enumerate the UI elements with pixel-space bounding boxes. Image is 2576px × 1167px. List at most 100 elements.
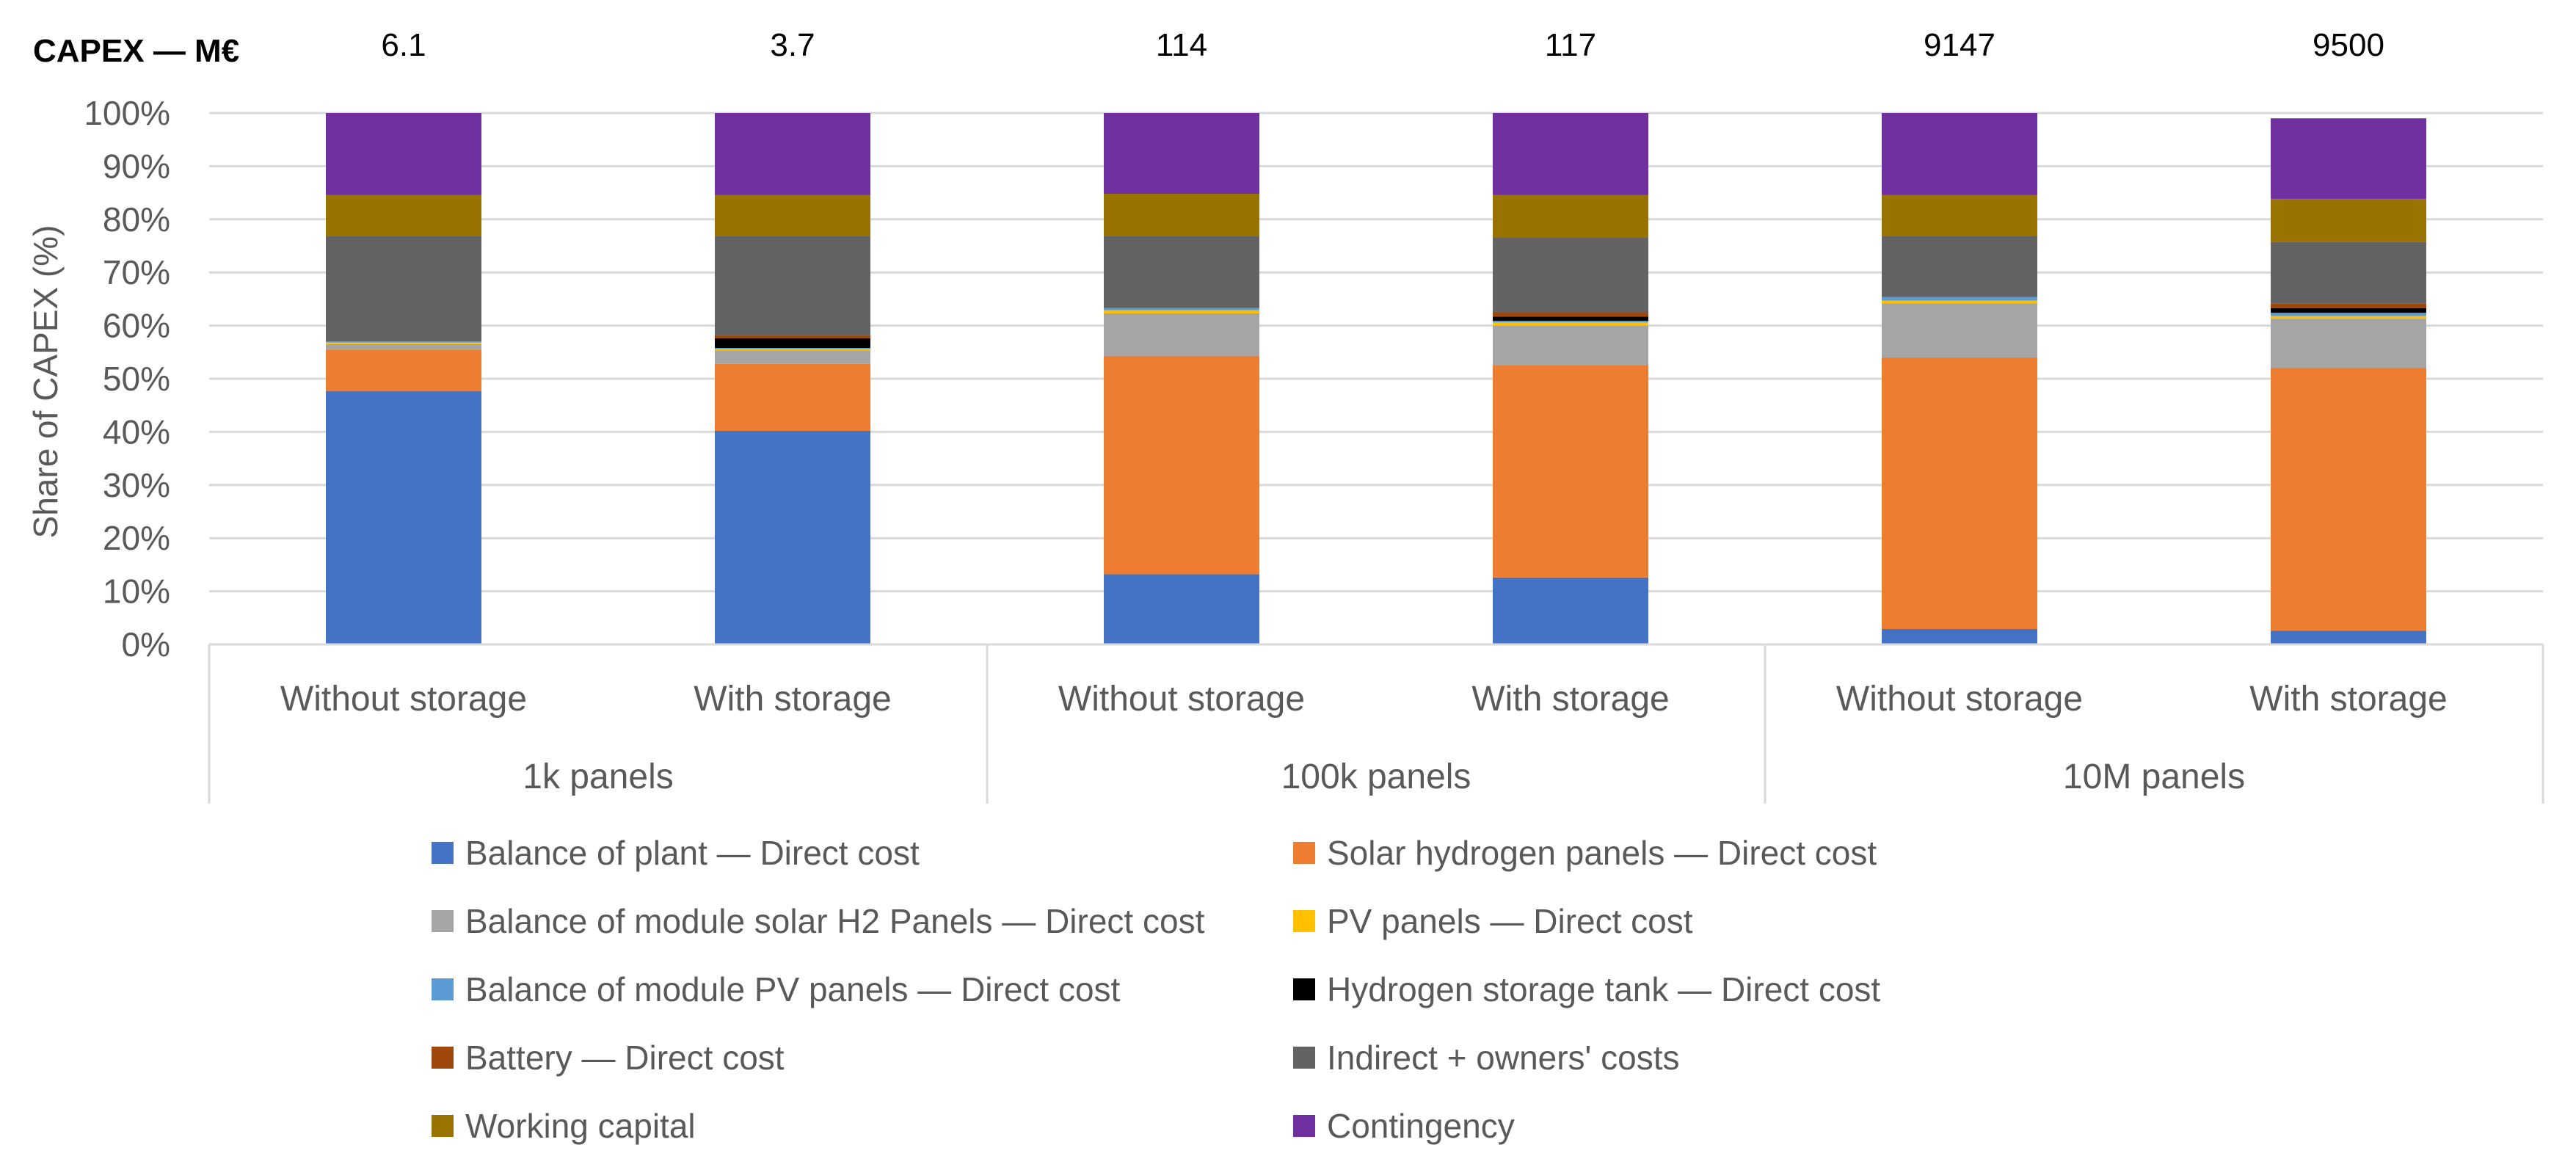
legend-label: Balance of plant — Direct cost	[465, 834, 920, 872]
bar-segment	[1493, 577, 1648, 644]
capex-total-label: 3.7	[770, 27, 815, 63]
bar-segment	[1882, 194, 2037, 236]
bar-segment	[326, 113, 481, 195]
bar-segment	[2271, 630, 2426, 644]
capex-total-label: 9500	[2313, 27, 2384, 63]
bar-segment	[1882, 629, 2037, 644]
bar-segment	[2271, 319, 2426, 368]
y-tick-label: 100%	[84, 94, 170, 132]
capex-total-label: 9147	[1924, 27, 1995, 63]
bar-segment	[715, 350, 870, 364]
legend-label: Hydrogen storage tank — Direct cost	[1327, 970, 1880, 1008]
legend-swatch	[1293, 1115, 1315, 1137]
bar-segment	[1493, 312, 1648, 317]
group-label: 100k panels	[1281, 757, 1471, 796]
bar-segment	[326, 342, 481, 344]
legend-swatch	[432, 1115, 454, 1137]
legend-swatch	[432, 1047, 454, 1069]
y-tick-label: 60%	[103, 307, 170, 345]
legend-label: Working capital	[465, 1107, 696, 1145]
category-label: Without storage	[280, 680, 527, 719]
legend-swatch	[432, 978, 454, 1000]
bar-segment	[1104, 574, 1259, 644]
legend-label: Solar hydrogen panels — Direct cost	[1327, 834, 1877, 872]
category-label: Without storage	[1058, 680, 1305, 719]
legend-label: PV panels — Direct cost	[1327, 902, 1693, 940]
bar-segment	[1104, 313, 1259, 356]
bar-segment	[2271, 303, 2426, 308]
bar-segment	[1493, 365, 1648, 578]
y-tick-labels: 0% 10% 20% 30% 40% 50% 60% 70% 80% 90% 100%	[84, 94, 170, 664]
bar-segment	[2271, 316, 2426, 319]
y-tick-label: 40%	[103, 412, 170, 451]
legend-label: Battery — Direct cost	[465, 1039, 785, 1077]
legend: Balance of plant — Direct cost Solar hydr…	[432, 834, 1880, 1145]
category-label: Without storage	[1836, 680, 2083, 719]
bar-segment	[326, 341, 481, 343]
category-label: With storage	[694, 680, 891, 719]
bar-segment	[326, 390, 481, 644]
bar-segment	[715, 430, 870, 644]
y-tick-label: 80%	[103, 200, 170, 239]
bar-segment	[1882, 357, 2037, 630]
legend-swatch	[1293, 1047, 1315, 1069]
bar-segment	[1882, 303, 2037, 358]
bar-segment	[2271, 118, 2426, 200]
y-tick-label: 30%	[103, 466, 170, 504]
bar-segment	[1104, 236, 1259, 308]
legend-swatch	[1293, 978, 1315, 1000]
bar-segment	[715, 194, 870, 236]
capex-total-labels: 6.1 3.7 114 117 9147 9500	[381, 27, 2384, 63]
legend-swatch	[1293, 842, 1315, 864]
bar-segment	[715, 335, 870, 338]
legend-label: Balance of module PV panels — Direct cos…	[465, 970, 1121, 1008]
bar-segment	[1493, 113, 1648, 195]
bar-segment	[1493, 237, 1648, 313]
group-label: 1k panels	[523, 757, 673, 796]
bar-segment	[2271, 241, 2426, 304]
bar-segment	[1104, 355, 1259, 575]
legend-swatch	[1293, 910, 1315, 932]
bar-segment	[326, 236, 481, 342]
bar-segment	[326, 343, 481, 350]
category-label: With storage	[1471, 680, 1669, 719]
bar-segment	[1104, 310, 1259, 313]
bar-segment	[1493, 321, 1648, 323]
capex-total-label: 114	[1156, 27, 1207, 63]
bar-segment	[1493, 194, 1648, 238]
legend-label: Contingency	[1327, 1107, 1515, 1145]
bar-segment	[715, 363, 870, 431]
y-tick-label: 10%	[103, 572, 170, 611]
bar-segment	[2271, 368, 2426, 631]
bar-segment	[1493, 316, 1648, 321]
y-axis-label: Share of CAPEX (%)	[26, 225, 65, 539]
legend-label: Balance of module solar H2 Panels — Dire…	[465, 902, 1205, 940]
bar-segment	[1104, 194, 1259, 236]
bar-segment	[715, 348, 870, 349]
group-label: 10M panels	[2063, 757, 2245, 796]
bar-segment	[1882, 297, 2037, 301]
bar-segment	[1493, 322, 1648, 326]
bar-segment	[715, 338, 870, 349]
bar-segment	[1104, 113, 1259, 194]
y-tick-label: 90%	[103, 147, 170, 185]
y-tick-label: 50%	[103, 360, 170, 398]
bar-segment	[1882, 236, 2037, 297]
chart-title: CAPEX — M€	[33, 33, 239, 69]
y-tick-label: 0%	[122, 625, 170, 664]
bar-segment	[715, 113, 870, 195]
bar-segment	[1104, 308, 1259, 310]
legend-label: Indirect + owners' costs	[1327, 1039, 1679, 1077]
bar-segment	[1493, 325, 1648, 366]
legend-swatch	[432, 842, 454, 864]
capex-total-label: 117	[1545, 27, 1596, 63]
gridlines	[209, 112, 2543, 646]
category-label: With storage	[2249, 680, 2447, 719]
bar-segment	[2271, 313, 2426, 316]
capex-total-label: 6.1	[381, 27, 426, 63]
bar-segment	[326, 349, 481, 391]
legend-swatch	[432, 910, 454, 932]
bar-segment	[1882, 113, 2037, 195]
bar-segment	[2271, 199, 2426, 242]
